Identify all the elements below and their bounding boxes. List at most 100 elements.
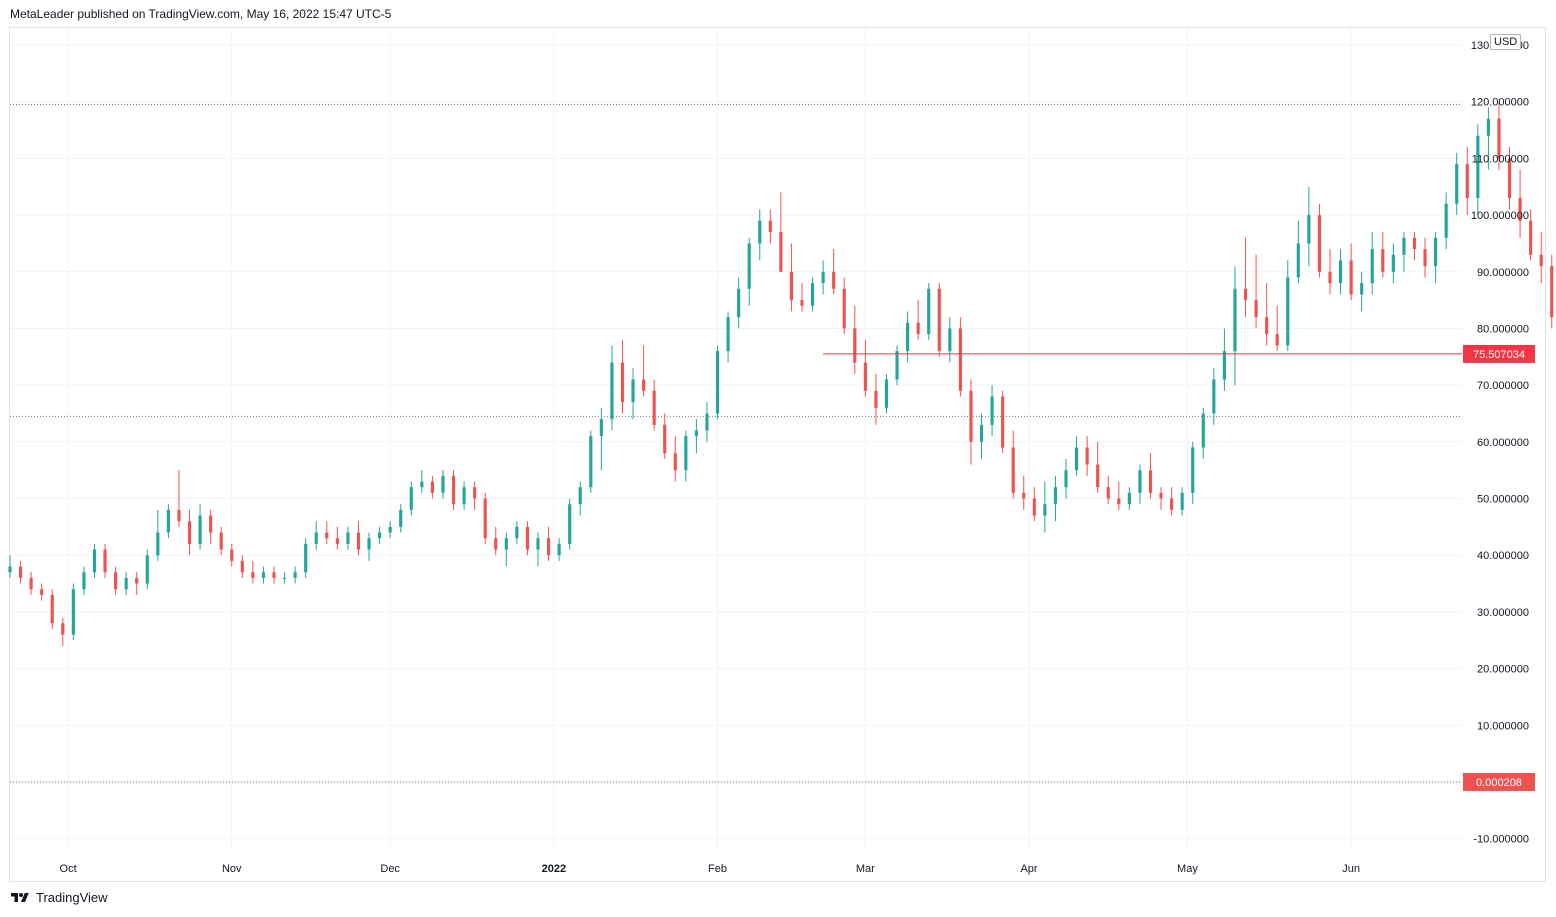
candle <box>1381 232 1385 278</box>
candle-body <box>483 498 487 539</box>
candle <box>1001 390 1005 454</box>
candle-body <box>599 419 603 437</box>
candle <box>1096 441 1100 493</box>
candle <box>937 283 941 357</box>
candle <box>29 572 33 595</box>
candle <box>853 305 857 374</box>
candle-body <box>916 322 920 335</box>
candle <box>272 566 276 584</box>
candle <box>1233 266 1237 386</box>
candle <box>810 277 815 312</box>
candle-body <box>50 594 54 624</box>
candle <box>979 413 984 459</box>
candle <box>1127 487 1131 510</box>
candle-body <box>1317 215 1322 272</box>
candle <box>8 555 12 578</box>
candle-body <box>198 515 202 544</box>
candle <box>430 475 434 499</box>
y-tick-label: 110.000000 <box>1472 153 1529 165</box>
candle <box>1032 487 1036 522</box>
candle-body <box>726 317 730 352</box>
candle <box>948 317 952 363</box>
candle <box>71 583 75 641</box>
candle-body <box>515 526 519 539</box>
x-tick-label: Nov <box>222 863 242 875</box>
candle <box>1444 192 1448 250</box>
candle <box>705 402 709 442</box>
candle-body <box>1518 198 1522 221</box>
candle-body <box>135 577 139 584</box>
candle <box>1148 453 1153 499</box>
candle <box>631 368 635 420</box>
candle-body <box>705 413 709 431</box>
candle-body <box>1338 260 1343 284</box>
candle-body <box>1381 249 1385 272</box>
candle-body <box>631 379 635 403</box>
candle <box>789 243 794 312</box>
candle <box>1476 124 1480 216</box>
candle-body <box>261 572 266 578</box>
candle <box>1043 481 1047 533</box>
candle <box>1191 441 1195 505</box>
candle-body <box>884 379 889 408</box>
candle-body <box>525 526 530 550</box>
candle <box>124 572 128 595</box>
y-tick-label: 70.000000 <box>1477 380 1529 392</box>
y-axis: 130.000000120.000000110.000000100.000000… <box>1471 40 1529 846</box>
candle <box>156 509 160 561</box>
candle-body <box>230 549 234 561</box>
y-tick-label: 80.000000 <box>1477 323 1529 335</box>
x-tick-label: May <box>1177 863 1198 875</box>
candle <box>166 504 170 539</box>
candle-body <box>71 589 75 635</box>
candle <box>1434 232 1438 284</box>
candle-body <box>187 521 192 544</box>
candle-body <box>1307 215 1311 244</box>
candle <box>50 589 54 629</box>
candle-body <box>209 515 213 533</box>
currency-badge[interactable]: USD <box>1490 34 1522 50</box>
candle <box>18 560 23 584</box>
candle <box>927 283 931 340</box>
candle <box>1222 328 1226 391</box>
candle <box>367 532 371 561</box>
candle-body <box>103 549 107 573</box>
y-tick-label: 60.000000 <box>1477 437 1529 449</box>
candle <box>652 379 656 431</box>
candle-body <box>1243 288 1248 301</box>
candle <box>177 470 181 527</box>
candle-body <box>156 532 160 556</box>
candle-body <box>673 453 677 471</box>
candle <box>568 498 572 550</box>
candle <box>293 566 297 584</box>
candle-body <box>715 351 720 414</box>
candle <box>1391 243 1395 284</box>
candle <box>240 555 244 578</box>
candle-body <box>1043 504 1047 516</box>
candle <box>694 419 698 454</box>
candles <box>8 101 1554 646</box>
candle <box>92 543 97 578</box>
candle-body <box>1476 135 1480 199</box>
candle-body <box>1539 254 1543 267</box>
candle <box>82 566 86 595</box>
candle-body <box>1106 487 1110 499</box>
candle <box>282 572 287 584</box>
candle <box>768 209 772 244</box>
candle-body <box>367 538 371 550</box>
candle <box>832 249 836 295</box>
candle <box>135 572 139 595</box>
candle <box>1328 249 1332 295</box>
candle-body <box>1201 413 1205 448</box>
candle <box>378 526 382 544</box>
candle-body <box>251 572 255 578</box>
candle-body <box>1170 498 1174 510</box>
candle-body <box>1444 203 1448 238</box>
candle-body <box>969 390 973 442</box>
candle-body <box>388 526 392 533</box>
candle <box>916 300 920 340</box>
y-tick-label: 100.000000 <box>1471 210 1529 222</box>
candle <box>462 481 466 510</box>
candle <box>209 509 213 544</box>
